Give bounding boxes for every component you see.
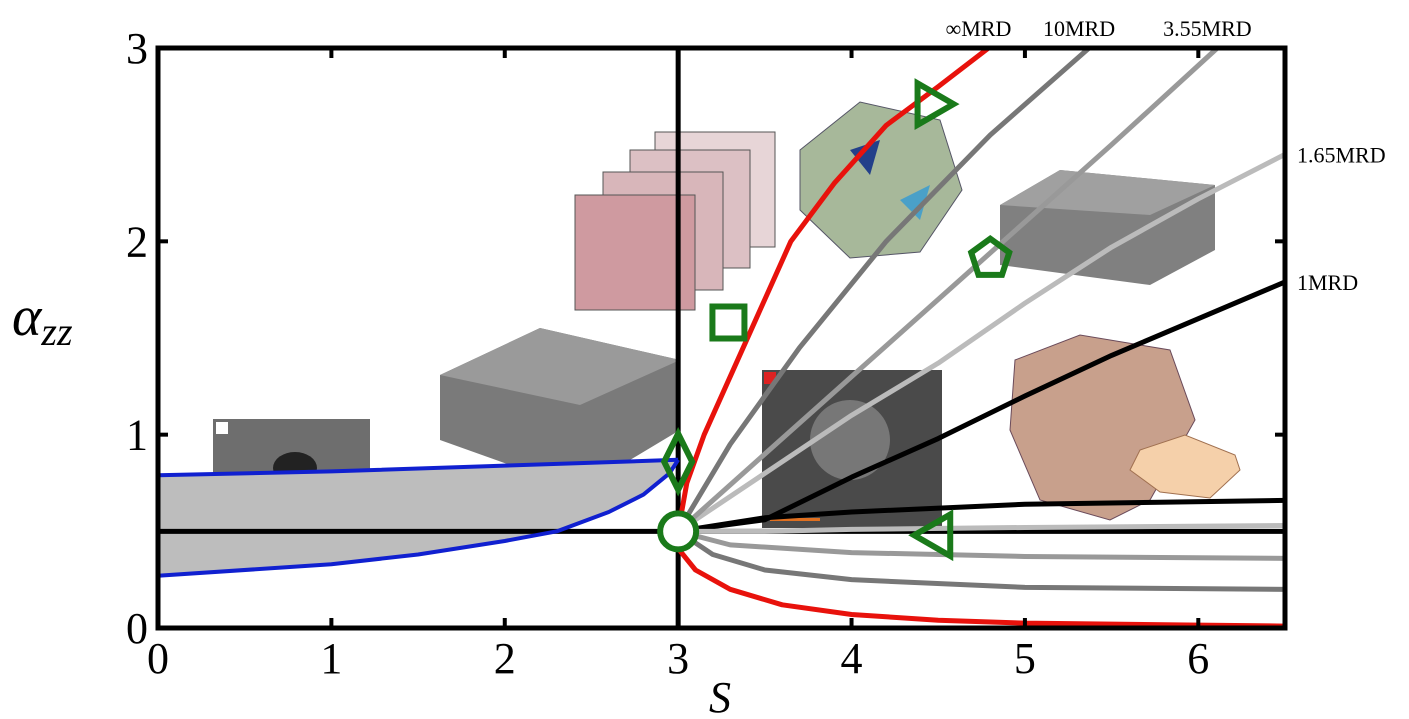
curve-lower bbox=[678, 531, 1285, 589]
curve-lower bbox=[678, 531, 1285, 558]
band-fill bbox=[158, 460, 678, 576]
series-label: 3.55MRD bbox=[1163, 16, 1252, 41]
x-tick-label: 3 bbox=[667, 634, 689, 683]
series-label: 1MRD bbox=[1297, 270, 1358, 295]
x-tick-label: 0 bbox=[147, 634, 169, 683]
y-tick-label: 1 bbox=[126, 411, 148, 460]
series-label: 10MRD bbox=[1043, 16, 1115, 41]
y-label-subscript: zz bbox=[40, 309, 73, 354]
x-tick-label: 1 bbox=[320, 634, 342, 683]
marker-square bbox=[712, 307, 744, 339]
y-tick-label: 2 bbox=[126, 217, 148, 266]
series-label: ∞MRD bbox=[946, 16, 1012, 41]
y-axis-label: αzz bbox=[12, 286, 73, 354]
x-axis-label: S bbox=[709, 673, 731, 719]
x-tick-label: 4 bbox=[841, 634, 863, 683]
y-tick-label: 3 bbox=[126, 24, 148, 73]
y-tick-label: 0 bbox=[126, 604, 148, 653]
x-tick-label: 6 bbox=[1187, 634, 1209, 683]
y-label-symbol: α bbox=[12, 286, 43, 348]
sem-badge bbox=[216, 422, 228, 434]
series-label: 1.65MRD bbox=[1297, 142, 1386, 167]
x-tick-label: 2 bbox=[494, 634, 516, 683]
chart: S αzz 0 1 2 3 4 5 6 0 1 2 3 ∞MRD 10MRD 3.55MRD 1.65MRD… bbox=[0, 0, 1409, 719]
marker-circle bbox=[660, 513, 696, 549]
x-tick-label: 5 bbox=[1014, 634, 1036, 683]
polyhedra-cluster bbox=[800, 102, 962, 258]
